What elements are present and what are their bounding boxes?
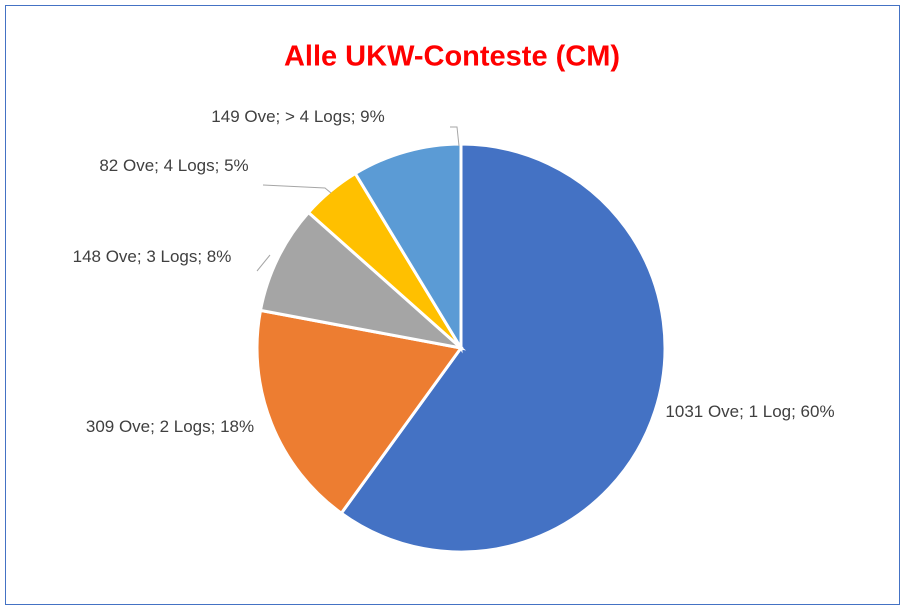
- data-label: 1031 Ove; 1 Log; 60%: [665, 402, 835, 421]
- data-label: 309 Ove; 2 Logs; 18%: [85, 417, 255, 436]
- pie-slice: [353, 142, 463, 354]
- pie-slice: [255, 308, 464, 516]
- leader-line: [450, 126, 460, 147]
- data-label: 149 Ove; > 4 Logs; 9%: [211, 107, 385, 126]
- leader-line: [262, 184, 332, 194]
- data-label: 82 Ove; 4 Logs; 5%: [99, 156, 249, 175]
- pie-slice: [258, 210, 467, 351]
- data-label: 148 Ove; 3 Logs; 8%: [72, 247, 232, 266]
- chart-title: Alle UKW-Conteste (CM): [284, 41, 620, 73]
- pie: [255, 142, 667, 554]
- pie-slice: [339, 142, 667, 554]
- leader-line: [256, 254, 271, 272]
